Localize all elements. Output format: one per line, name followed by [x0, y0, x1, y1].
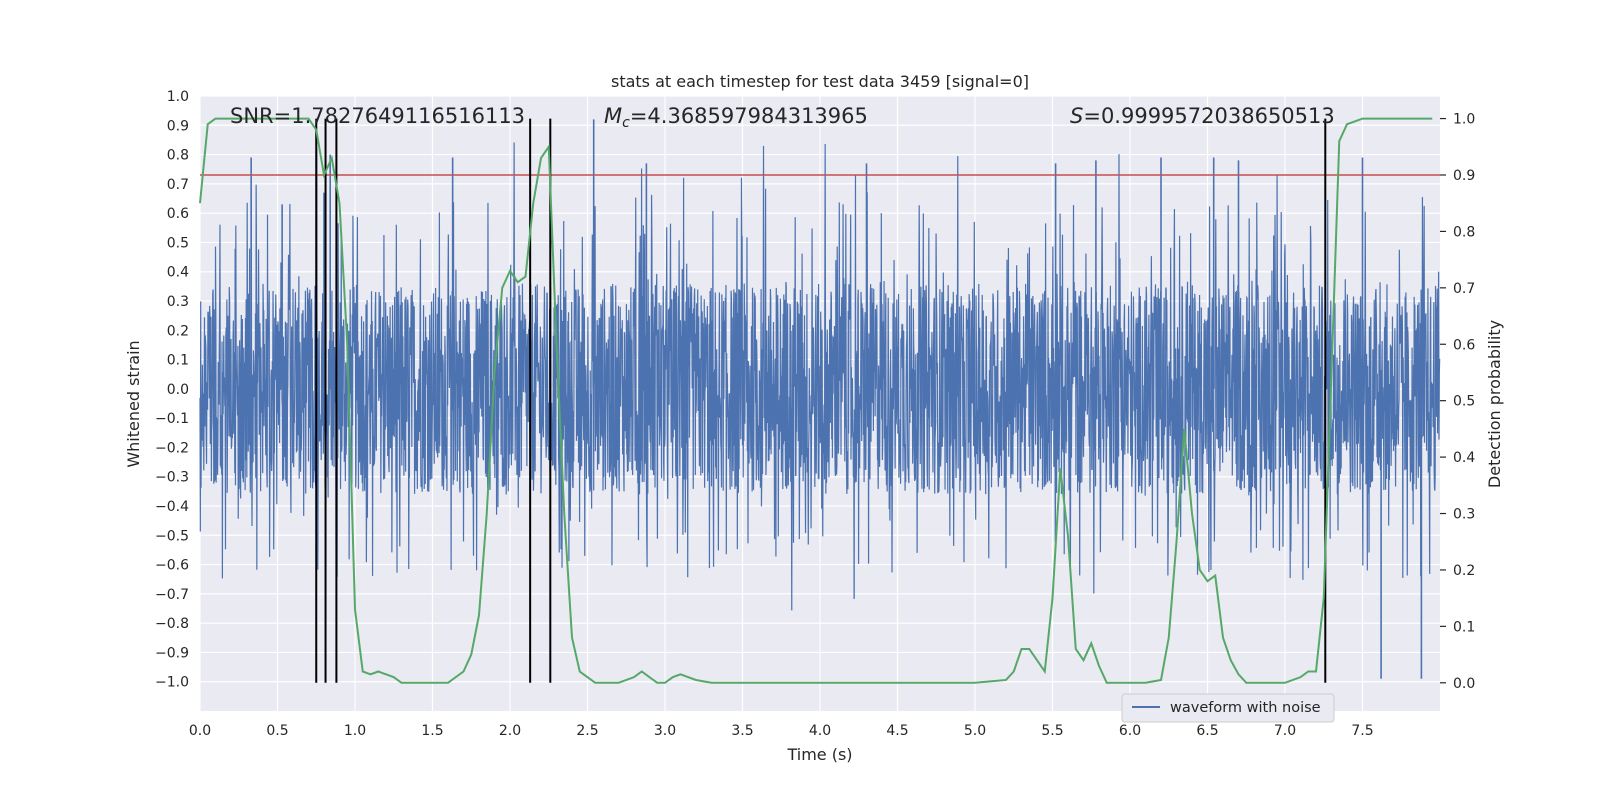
x-tick-label: 4.5	[886, 723, 908, 739]
y-tick-label: −0.2	[155, 440, 189, 456]
legend-label: waveform with noise	[1170, 700, 1321, 716]
x-tick-label: 2.5	[576, 723, 598, 739]
x-tick-label: 6.5	[1196, 723, 1218, 739]
y-tick-label: 0.3	[167, 294, 189, 310]
waveform-segment	[956, 156, 993, 563]
x-tick-label: 7.5	[1351, 723, 1373, 739]
y-tick-labels: 1.0 0.9 0.8 0.7 0.6 0.5 0.4 0.3 0.2 0.1 0.0 −0.1 −0.…	[155, 89, 189, 691]
x-tick-label: 6.0	[1119, 723, 1141, 739]
waveform-segment	[1335, 211, 1372, 571]
y-tick-label: 0.0	[167, 382, 189, 398]
x-tick-label: 3.0	[654, 723, 676, 739]
y-tick-label: 0.7	[167, 177, 189, 193]
detection-probability-series	[199, 117, 1433, 684]
waveform-segment	[681, 177, 717, 578]
waveform-segment	[1266, 175, 1303, 579]
y2-tick-label: 0.8	[1453, 224, 1475, 240]
y-tick-label: −0.3	[155, 470, 189, 486]
x-tick-label: 1.0	[344, 723, 366, 739]
x-tick-label: 5.5	[1041, 723, 1063, 739]
y-tick-label: −0.8	[155, 616, 189, 632]
chirp-mass-annotation: Mc=4.368597984313965	[604, 104, 868, 131]
waveform-segment	[440, 202, 476, 570]
y-tick-label: −0.7	[155, 587, 189, 603]
y2-tick-label: 1.0	[1453, 112, 1475, 128]
waveform-segment	[784, 217, 821, 611]
x-tick-labels: 0.0 0.5 1.0 1.5 2.0 2.5 3.0 3.5 4.0 4.5 5.0 5.5 6.0 6…	[189, 723, 1374, 739]
waveform-segment	[577, 206, 614, 566]
waveform-segment	[1129, 256, 1165, 548]
snr-annotation: SNR=1.7827649116516113	[230, 104, 525, 128]
y-tick-label: 0.6	[167, 206, 189, 222]
y-axis-label: Whitened strain	[124, 340, 143, 467]
y-tick-label: 0.9	[167, 118, 189, 134]
waveform-segment	[336, 215, 373, 563]
waveform-segment	[1301, 199, 1337, 580]
y2-axis-label: Detection probability	[1485, 320, 1504, 488]
x-axis-label: Time (s)	[786, 745, 852, 764]
y-tick-label: −0.9	[155, 645, 189, 661]
s-annotation: S=0.9999572038650513	[1070, 104, 1335, 128]
waveform-segment	[1163, 208, 1200, 576]
y-tick-label: −0.6	[155, 558, 189, 574]
y2-tick-label: 0.6	[1453, 337, 1475, 353]
y-tick-label: 0.1	[167, 353, 189, 369]
x-tick-label: 2.0	[499, 723, 521, 739]
waveform-segment	[1094, 154, 1131, 553]
x-tick-label: 5.0	[964, 723, 986, 739]
waveform-segment	[405, 212, 442, 570]
y2-tick-label: 0.7	[1453, 281, 1475, 297]
waveform-segment	[715, 177, 752, 555]
y2-tick-label: 0.0	[1453, 676, 1475, 692]
y2-tick-labels: 1.0 0.9 0.8 0.7 0.6 0.5 0.4 0.3 0.2 0.1 0.0	[1440, 112, 1475, 692]
x-tick-label: 3.5	[731, 723, 753, 739]
waveform-segment	[1025, 213, 1062, 542]
y2-tick-label: 0.2	[1453, 563, 1475, 579]
waveform-segment	[991, 247, 1027, 569]
y-tick-label: −0.4	[155, 499, 189, 515]
y-tick-label: −0.1	[155, 411, 189, 427]
waveform-segment	[853, 174, 890, 599]
y-tick-label: 0.2	[167, 323, 189, 339]
waveform-segment	[887, 205, 924, 573]
y-tick-label: 0.8	[167, 148, 189, 164]
y2-tick-label: 0.9	[1453, 168, 1475, 184]
waveform-segment	[750, 145, 786, 557]
legend-box	[1121, 693, 1335, 723]
y-tick-label: 1.0	[167, 89, 189, 105]
y2-tick-label: 0.4	[1453, 450, 1475, 466]
waveform-segment	[371, 224, 407, 576]
x-tick-label: 0.5	[266, 723, 288, 739]
waveform-segment	[199, 224, 235, 579]
waveform-segment	[1197, 205, 1234, 572]
waveform-segment	[474, 202, 511, 571]
chart-title: stats at each timestep for test data 345…	[611, 72, 1029, 91]
waveform-segment	[267, 204, 304, 557]
x-tick-label: 4.0	[809, 723, 831, 739]
waveform-segment	[1370, 249, 1406, 578]
y2-tick-label: 0.3	[1453, 507, 1475, 523]
waveform-segment	[509, 142, 545, 508]
waveform-segment	[922, 213, 959, 546]
vertical-markers	[315, 118, 1327, 683]
waveform-segment	[302, 148, 339, 578]
x-tick-label: 7.0	[1274, 723, 1296, 739]
waveform-segment	[646, 194, 683, 554]
waveform-segment	[819, 144, 855, 599]
x-tick-label: 1.5	[421, 723, 443, 739]
probability-line	[199, 117, 1433, 684]
y2-tick-label: 0.1	[1453, 619, 1475, 635]
y-tick-label: −1.0	[155, 675, 189, 691]
y-tick-label: 0.5	[167, 235, 189, 251]
y-tick-label: −0.5	[155, 528, 189, 544]
y2-tick-label: 0.5	[1453, 394, 1475, 410]
y-tick-label: 0.4	[167, 265, 189, 281]
waveform-segment	[1404, 196, 1441, 577]
legend: waveform with noise	[1121, 693, 1335, 723]
waveform-segment	[612, 168, 649, 568]
waveform-segment	[1060, 204, 1096, 594]
x-tick-label: 0.0	[189, 723, 211, 739]
